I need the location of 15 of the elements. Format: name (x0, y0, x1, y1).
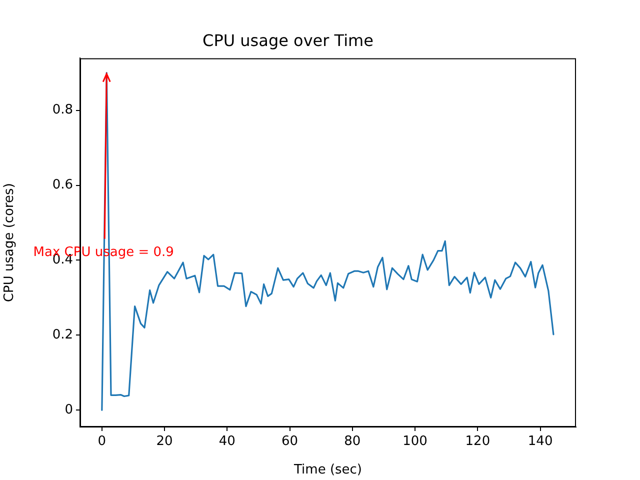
x-tick-label: 100 (402, 434, 428, 450)
x-tick-label: 120 (465, 434, 490, 450)
y-tick-label: 0.2 (52, 328, 73, 343)
x-tick-label: 40 (218, 434, 236, 450)
y-tick-label: 0 (64, 402, 73, 418)
x-tick-label: 60 (282, 434, 298, 450)
y-tick-label: 0.6 (52, 178, 73, 193)
x-tick-label: 140 (528, 434, 553, 450)
y-tick-label: 0.8 (52, 102, 73, 118)
x-tick-label: 20 (156, 434, 173, 450)
x-tick-label: 0 (98, 434, 106, 450)
x-tick-label: 80 (344, 434, 361, 450)
x-axis-title: Time (sec) (292, 462, 362, 478)
y-axis-title: CPU usage (cores) (2, 183, 18, 302)
chart-title: CPU usage over Time (202, 30, 374, 50)
